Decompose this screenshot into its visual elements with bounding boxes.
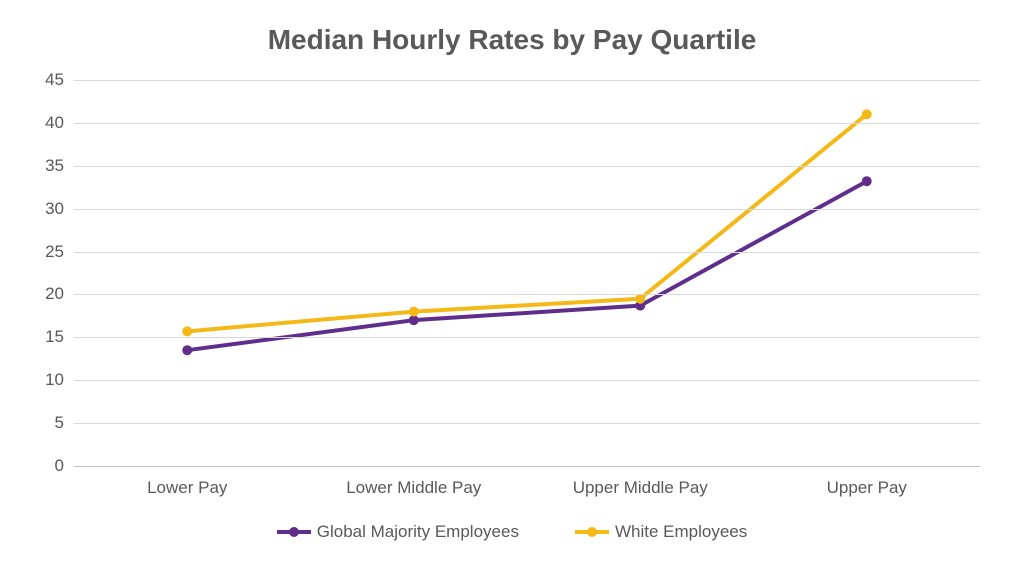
gridline — [74, 423, 980, 424]
legend-item: White Employees — [575, 522, 747, 542]
gridline — [74, 294, 980, 295]
chart-title: Median Hourly Rates by Pay Quartile — [0, 24, 1024, 56]
series-marker — [862, 109, 872, 119]
legend-swatch-icon — [575, 525, 609, 539]
y-tick-label: 5 — [55, 413, 74, 433]
legend-label: White Employees — [615, 522, 747, 542]
y-tick-label: 10 — [45, 370, 74, 390]
gridline — [74, 252, 980, 253]
gridline — [74, 123, 980, 124]
y-tick-label: 40 — [45, 113, 74, 133]
legend-item: Global Majority Employees — [277, 522, 519, 542]
y-tick-label: 45 — [45, 70, 74, 90]
x-tick-label: Lower Pay — [147, 466, 227, 498]
gridline — [74, 166, 980, 167]
series-marker — [409, 307, 419, 317]
chart-container: Median Hourly Rates by Pay Quartile 0510… — [0, 0, 1024, 576]
gridline — [74, 337, 980, 338]
series-marker — [182, 326, 192, 336]
y-tick-label: 25 — [45, 242, 74, 262]
series-line — [187, 114, 867, 331]
series-marker — [409, 315, 419, 325]
y-tick-label: 0 — [55, 456, 74, 476]
y-tick-label: 35 — [45, 156, 74, 176]
series-marker — [862, 176, 872, 186]
legend-swatch-icon — [277, 525, 311, 539]
gridline — [74, 209, 980, 210]
legend: Global Majority Employees White Employees — [0, 522, 1024, 542]
x-tick-label: Lower Middle Pay — [346, 466, 481, 498]
y-tick-label: 15 — [45, 327, 74, 347]
legend-label: Global Majority Employees — [317, 522, 519, 542]
series-marker — [182, 345, 192, 355]
line-layer — [74, 80, 980, 466]
x-tick-label: Upper Middle Pay — [573, 466, 708, 498]
plot-area: 051015202530354045Lower PayLower Middle … — [74, 80, 980, 466]
series-line — [187, 181, 867, 350]
y-tick-label: 30 — [45, 199, 74, 219]
gridline — [74, 380, 980, 381]
x-tick-label: Upper Pay — [827, 466, 907, 498]
y-tick-label: 20 — [45, 284, 74, 304]
gridline — [74, 80, 980, 81]
